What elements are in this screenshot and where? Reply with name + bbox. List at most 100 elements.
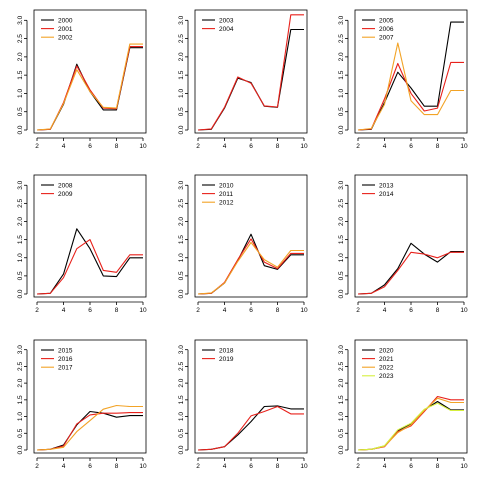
y-tick-label: 0.0 (17, 289, 24, 298)
legend-label: 2013 (379, 182, 394, 189)
series-line-2005 (357, 21, 464, 131)
legend-label: 2020 (379, 347, 394, 354)
series-line-2015 (36, 410, 143, 451)
y-tick-label: 0.0 (17, 125, 24, 134)
x-tick-label: 8 (436, 463, 440, 470)
x-tick-label: 4 (62, 307, 66, 314)
y-tick-label: 2.5 (17, 198, 24, 207)
series-line-2006 (357, 61, 464, 131)
legend-label: 2018 (219, 347, 234, 354)
series-line-2019 (197, 405, 304, 451)
x-tick-label: 6 (88, 307, 92, 314)
legend-label: 2001 (58, 26, 73, 33)
y-tick-label: 1.0 (178, 89, 185, 98)
y-tick-label: 0.5 (338, 271, 345, 280)
y-tick-label: 2.0 (178, 217, 185, 226)
panel-frame (354, 9, 468, 134)
y-tick-label: 0.0 (178, 125, 185, 134)
series-line-2002 (36, 43, 143, 131)
y-tick-label: 3.0 (338, 180, 345, 189)
series-line-2009 (36, 239, 143, 295)
panel-8: 2 4 6 8 10 0.0 0.5 1.0 1.5 2.0 2.5 3.0 2018 2019 (178, 339, 308, 470)
y-tick-label: 1.5 (178, 395, 185, 404)
x-tick-label: 6 (409, 143, 413, 150)
legend-label: 2003 (219, 17, 234, 24)
x-tick-label: 4 (223, 307, 227, 314)
y-tick-label: 1.5 (17, 235, 24, 244)
y-tick-label: 2.0 (178, 378, 185, 387)
x-tick-label: 6 (249, 307, 253, 314)
y-tick-label: 2.5 (338, 34, 345, 43)
x-tick-label: 2 (196, 307, 200, 314)
y-tick-label: 2.5 (338, 362, 345, 371)
x-tick-label: 6 (88, 143, 92, 150)
y-tick-label: 1.0 (338, 253, 345, 262)
legend-label: 2009 (58, 191, 73, 198)
x-tick-label: 6 (409, 307, 413, 314)
legend-label: 2022 (379, 365, 394, 372)
y-tick-label: 1.0 (338, 89, 345, 98)
x-tick-label: 10 (139, 463, 147, 470)
panel-3: 2 4 6 8 10 0.0 0.5 1.0 1.5 2.0 2.5 3.0 2005 2006 2007 (338, 9, 468, 150)
y-tick-label: 1.0 (178, 412, 185, 421)
x-tick-label: 10 (460, 143, 468, 150)
x-tick-label: 4 (62, 463, 66, 470)
y-tick-label: 2.5 (17, 34, 24, 43)
y-tick-label: 2.5 (178, 34, 185, 43)
y-tick-label: 3.0 (178, 180, 185, 189)
y-tick-label: 0.5 (338, 107, 345, 116)
legend-label: 2019 (219, 356, 234, 363)
y-tick-label: 3.0 (17, 180, 24, 189)
panel-2: 2 4 6 8 10 0.0 0.5 1.0 1.5 2.0 2.5 3.0 2003 2004 (178, 9, 308, 150)
y-tick-label: 0.5 (178, 428, 185, 437)
legend-label: 2002 (58, 35, 73, 42)
x-tick-label: 4 (383, 143, 387, 150)
legend-label: 2015 (58, 347, 73, 354)
y-tick-label: 2.5 (338, 198, 345, 207)
panel-frame (194, 9, 308, 134)
panel-frame (354, 174, 468, 298)
x-tick-label: 2 (35, 143, 39, 150)
y-tick-label: 3.0 (178, 15, 185, 24)
y-tick-label: 0.5 (178, 271, 185, 280)
series-line-2011 (197, 238, 304, 295)
x-tick-label: 8 (115, 143, 119, 150)
x-tick-label: 4 (383, 463, 387, 470)
x-tick-label: 6 (249, 143, 253, 150)
y-tick-label: 1.0 (178, 253, 185, 262)
legend-label: 2004 (219, 26, 234, 33)
panel-frame (354, 339, 468, 454)
panel-frame (194, 339, 308, 454)
y-tick-label: 2.0 (17, 378, 24, 387)
legend-label: 2005 (379, 17, 394, 24)
series-line-2004 (197, 14, 304, 131)
x-tick-label: 6 (88, 463, 92, 470)
legend-label: 2007 (379, 35, 394, 42)
y-tick-label: 1.5 (178, 70, 185, 79)
x-tick-label: 10 (300, 307, 308, 314)
y-tick-label: 2.0 (338, 378, 345, 387)
panel-7: 2 4 6 8 10 0.0 0.5 1.0 1.5 2.0 2.5 3.0 2015 2016 2017 (17, 339, 147, 470)
x-tick-label: 2 (35, 307, 39, 314)
panel-4: 2 4 6 8 10 0.0 0.5 1.0 1.5 2.0 2.5 3.0 2008 2009 (17, 174, 147, 314)
legend-label: 2012 (219, 200, 234, 207)
y-tick-label: 3.0 (178, 345, 185, 354)
y-tick-label: 2.0 (178, 52, 185, 61)
y-tick-label: 0.0 (338, 445, 345, 454)
legend-label: 2000 (58, 17, 73, 24)
y-tick-label: 3.0 (17, 345, 24, 354)
series-line-2008 (36, 228, 143, 295)
y-tick-label: 1.5 (17, 395, 24, 404)
y-tick-label: 0.0 (178, 289, 185, 298)
y-tick-label: 1.5 (338, 70, 345, 79)
panel-6: 2 4 6 8 10 0.0 0.5 1.0 1.5 2.0 2.5 3.0 2013 2014 (338, 174, 468, 314)
x-tick-label: 10 (300, 463, 308, 470)
y-tick-label: 0.5 (178, 107, 185, 116)
legend-label: 2006 (379, 26, 394, 33)
y-tick-label: 2.0 (338, 217, 345, 226)
series-line-2017 (36, 404, 143, 451)
y-tick-label: 2.0 (17, 52, 24, 61)
series-line-2022 (357, 397, 464, 451)
y-tick-label: 3.0 (338, 345, 345, 354)
x-tick-label: 10 (139, 143, 147, 150)
